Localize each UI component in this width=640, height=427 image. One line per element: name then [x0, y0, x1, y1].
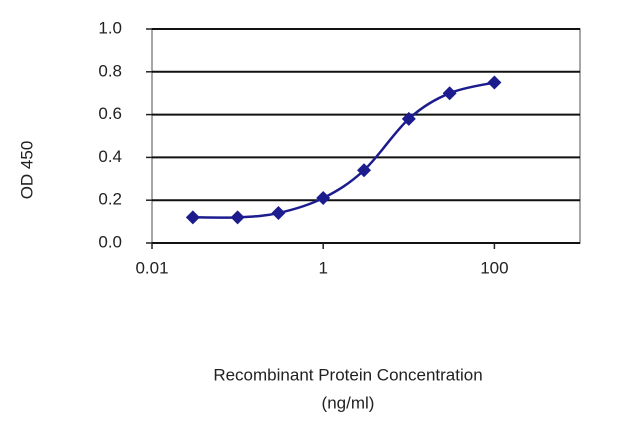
y-tick-label: 0.2	[98, 190, 122, 209]
y-axis-label: OD 450	[17, 141, 36, 200]
data-point	[401, 111, 416, 126]
plot-area	[151, 28, 581, 244]
data-point	[442, 86, 457, 101]
data-point	[487, 75, 502, 90]
data-point	[316, 191, 331, 206]
y-tick-label: 1.0	[98, 18, 122, 37]
data-point	[230, 210, 245, 225]
x-axis-label: Recombinant Protein Concentration	[213, 365, 482, 384]
data-point	[271, 206, 286, 221]
x-axis-label: (ng/ml)	[322, 393, 375, 412]
data-point	[185, 210, 200, 225]
x-tick-label: 1	[318, 258, 327, 277]
y-tick-label: 0.4	[98, 147, 122, 166]
y-tick-label: 0.8	[98, 61, 122, 80]
x-tick-label: 0.01	[135, 258, 168, 277]
x-tick-label: 100	[480, 258, 508, 277]
y-tick-label: 0.6	[98, 104, 122, 123]
y-tick-label: 0.0	[98, 232, 122, 251]
data-point	[357, 163, 372, 178]
